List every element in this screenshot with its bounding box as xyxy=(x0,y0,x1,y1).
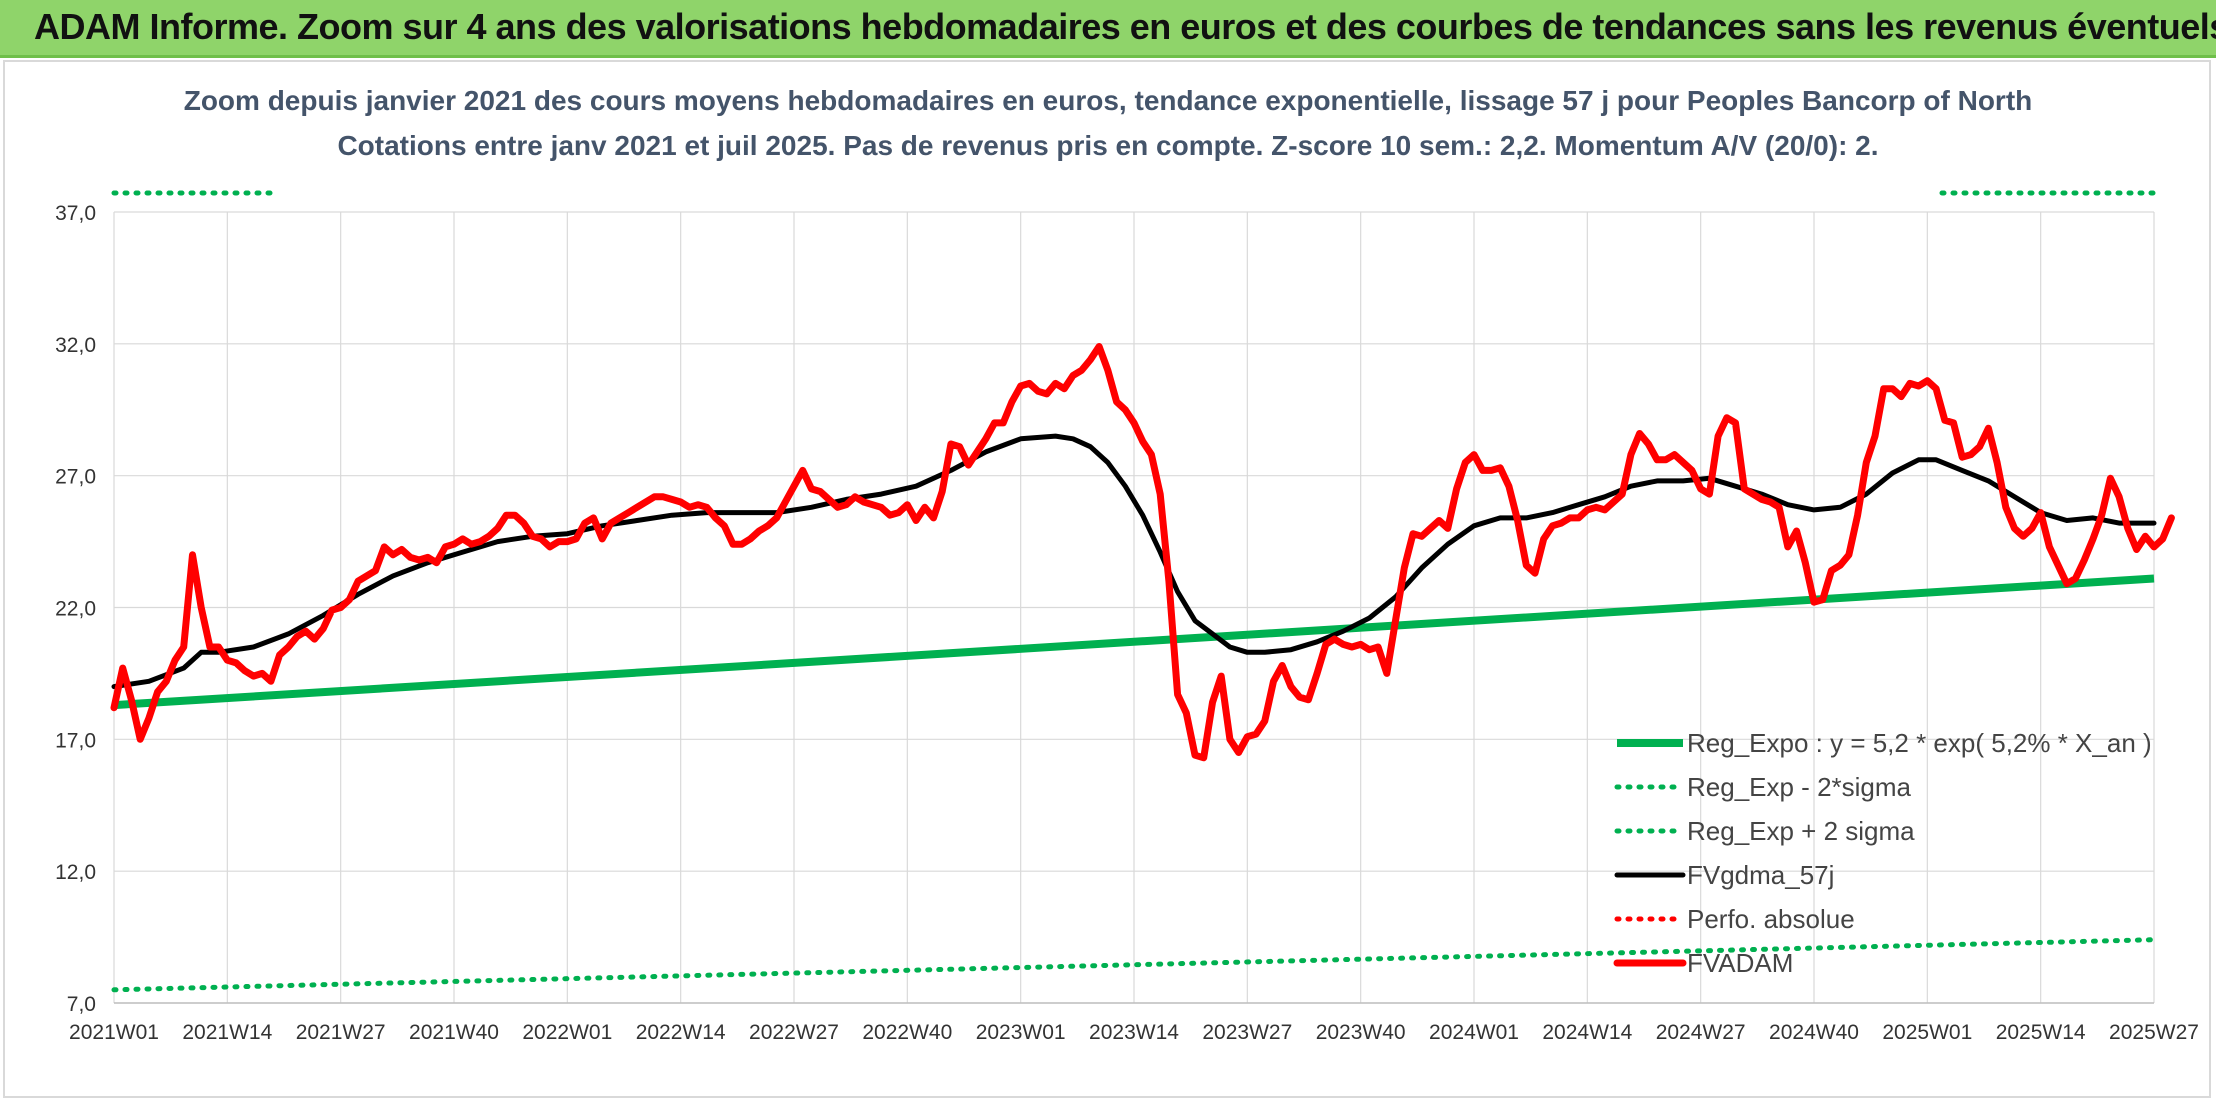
series-fvgdma-57j xyxy=(111,433,2157,690)
x-tick-label: 2024W40 xyxy=(1769,1021,1859,1044)
x-tick-label: 2021W14 xyxy=(182,1021,272,1044)
x-tick-label: 2024W01 xyxy=(1429,1021,1519,1044)
x-tick-label: 2024W14 xyxy=(1542,1021,1632,1044)
line-chart: 7,0 12,0 17,0 22,0 27,0 32,0 37,0 2021W01 2021W1… xyxy=(55,85,2199,1044)
x-tick-label: 2022W40 xyxy=(862,1021,952,1044)
y-tick-label: 32,0 xyxy=(55,334,96,357)
y-tick-label: 22,0 xyxy=(55,598,96,621)
x-tick-label: 2023W14 xyxy=(1089,1021,1179,1044)
legend-label: Reg_Expo : y = 5,2 * exp( 5,2% * X_an ) xyxy=(1687,728,2152,758)
report-title: ADAM Informe. Zoom sur 4 ans des valoris… xyxy=(34,6,2216,47)
x-tick-label: 2022W27 xyxy=(749,1021,839,1044)
axes: 7,0 12,0 17,0 22,0 27,0 32,0 37,0 2021W01 2021W1… xyxy=(55,202,2199,1044)
y-tick-label: 12,0 xyxy=(55,861,96,884)
x-tick-label: 2021W27 xyxy=(296,1021,386,1044)
y-tick-label: 17,0 xyxy=(55,729,96,752)
y-tick-label: 7,0 xyxy=(67,993,96,1016)
legend-label: Reg_Exp + 2 sigma xyxy=(1687,816,1915,846)
x-tick-label: 2021W01 xyxy=(69,1021,159,1044)
x-tick-label: 2023W40 xyxy=(1316,1021,1406,1044)
x-tick-label: 2024W27 xyxy=(1656,1021,1746,1044)
chart-title: Zoom depuis janvier 2021 des cours moyen… xyxy=(184,85,2033,116)
x-tick-label: 2025W27 xyxy=(2109,1021,2199,1044)
x-tick-label: 2025W01 xyxy=(1882,1021,1972,1044)
x-tick-label: 2022W14 xyxy=(636,1021,726,1044)
x-tick-label: 2021W40 xyxy=(409,1021,499,1044)
x-tick-label: 2025W14 xyxy=(1996,1021,2086,1044)
grid-lines xyxy=(113,211,2155,1004)
legend-label: Perfo. absolue xyxy=(1687,904,1855,934)
x-tick-label: 2023W01 xyxy=(976,1021,1066,1044)
series-fvadam xyxy=(110,343,2175,762)
x-tick-label: 2023W27 xyxy=(1202,1021,1292,1044)
series-reg-exp-2-sigma xyxy=(111,937,2157,993)
y-tick-label: 27,0 xyxy=(55,466,96,489)
legend: Reg_Expo : y = 5,2 * exp( 5,2% * X_an ) R… xyxy=(1613,728,2152,978)
chart-panel: 7,0 12,0 17,0 22,0 27,0 32,0 37,0 2021W01 2021W1… xyxy=(3,60,2211,1098)
legend-label: FVADAM xyxy=(1687,948,1793,978)
report-banner: ADAM Informe. Zoom sur 4 ans des valoris… xyxy=(0,0,2216,58)
chart-subtitle: Cotations entre janv 2021 et juil 2025. … xyxy=(337,130,1878,161)
legend-label: Reg_Exp - 2*sigma xyxy=(1687,772,1912,802)
x-tick-label: 2022W01 xyxy=(522,1021,612,1044)
series-layer xyxy=(110,190,2175,993)
y-tick-label: 37,0 xyxy=(55,202,96,225)
legend-label: FVgdma_57j xyxy=(1687,860,1834,890)
